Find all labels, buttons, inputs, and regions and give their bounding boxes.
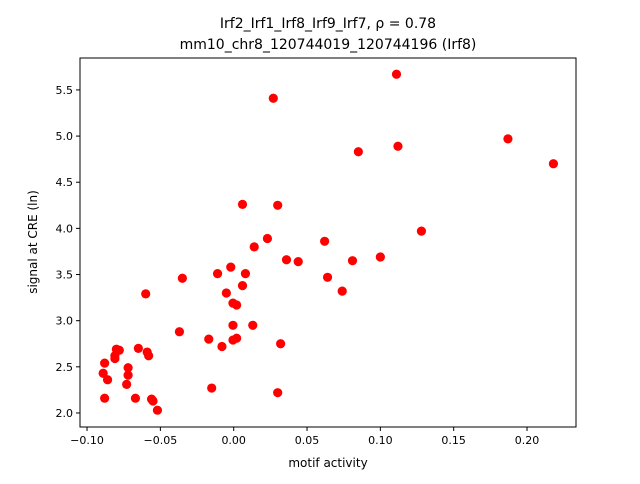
data-point: [293, 257, 303, 267]
data-point: [249, 242, 259, 252]
data-point: [144, 351, 154, 361]
y-tick-label: 2.5: [56, 361, 74, 374]
data-point: [98, 368, 108, 378]
data-point: [503, 134, 513, 144]
data-point: [320, 236, 330, 246]
data-point: [141, 289, 151, 299]
data-point: [100, 358, 110, 368]
y-tick-label: 2.0: [56, 407, 74, 420]
plot-frame: [79, 57, 577, 428]
y-tick-label: 5.0: [56, 130, 74, 143]
y-tick-label: 3.5: [56, 269, 74, 282]
data-point: [232, 333, 242, 343]
data-point: [237, 199, 248, 209]
y-tick-label: 4.5: [56, 176, 74, 189]
data-point: [322, 272, 333, 282]
data-point: [122, 379, 132, 389]
data-point: [148, 396, 158, 406]
y-tick-label: 3.0: [56, 315, 74, 328]
data-point: [281, 255, 292, 265]
x-axis-label: motif activity: [288, 456, 367, 470]
data-point: [548, 159, 559, 169]
data-point: [130, 393, 141, 403]
data-point: [337, 286, 347, 296]
data-point: [217, 341, 227, 352]
x-axis: −0.10 −0.05 0.00 0.05 0.10 0.15 0.20: [70, 427, 539, 447]
data-point: [221, 288, 231, 298]
data-point: [240, 269, 251, 279]
data-point: [353, 147, 363, 157]
data-point: [212, 269, 223, 279]
data-point: [123, 363, 133, 373]
data-point: [393, 141, 403, 151]
data-point: [100, 393, 110, 403]
x-tick-label: 0.15: [441, 434, 466, 447]
x-tick-label: 0.10: [368, 434, 393, 447]
data-point: [273, 388, 283, 398]
data-point: [228, 320, 238, 330]
data-point: [268, 93, 278, 103]
data-point: [276, 339, 286, 349]
data-point: [110, 353, 120, 364]
x-tick-label: 0.05: [295, 434, 320, 447]
x-tick-label: 0.00: [221, 434, 246, 447]
data-point: [273, 200, 283, 210]
data-point: [207, 383, 217, 393]
x-tick-label: 0.20: [515, 434, 540, 447]
chart-title-line2: mm10_chr8_120744019_120744196 (Irf8): [180, 37, 477, 53]
points-layer: [98, 69, 559, 415]
data-point: [391, 69, 402, 79]
data-point: [347, 256, 358, 266]
y-axis: 2.0 2.5 3.0 3.5 4.0 4.5 5.0 5.5: [56, 84, 80, 420]
x-tick-label: −0.05: [144, 434, 178, 447]
chart-title-line1: Irf2_Irf1_Irf8_Irf9_Irf7, ρ = 0.78: [220, 16, 436, 32]
y-axis-label: signal at CRE (ln): [26, 190, 40, 294]
data-point: [204, 334, 214, 344]
data-point: [152, 405, 163, 415]
data-point: [133, 343, 143, 353]
y-tick-label: 4.0: [56, 222, 74, 235]
data-point: [262, 233, 273, 244]
y-tick-label: 5.5: [56, 84, 74, 97]
data-point: [248, 320, 258, 330]
data-point: [375, 252, 385, 262]
data-point: [174, 327, 185, 337]
data-point: [123, 370, 133, 380]
data-point: [102, 375, 113, 385]
x-tick-label: −0.10: [70, 434, 104, 447]
data-point: [226, 262, 236, 272]
data-point: [177, 273, 187, 283]
data-point: [237, 281, 248, 291]
data-point: [232, 300, 242, 310]
data-point: [416, 226, 427, 236]
